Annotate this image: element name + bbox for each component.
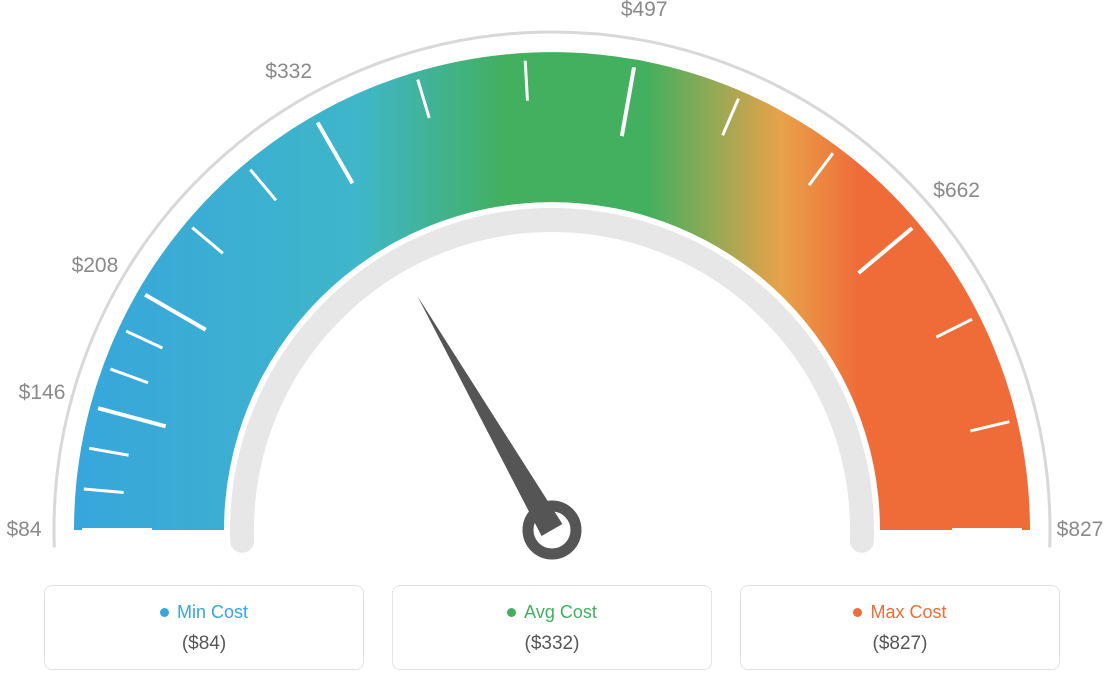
legend-dot-avg: [507, 608, 516, 617]
gauge-tick-label: $827: [1057, 518, 1104, 542]
legend-value-min: ($84): [55, 633, 353, 655]
gauge-tick-label: $332: [265, 60, 312, 84]
legend-card-avg: Avg Cost ($332): [392, 585, 712, 670]
gauge-tick-label: $84: [6, 518, 41, 542]
legend-label-avg: Avg Cost: [524, 602, 597, 623]
legend-card-max: Max Cost ($827): [740, 585, 1060, 670]
gauge-tick-label: $497: [621, 0, 668, 22]
legend-value-max: ($827): [751, 633, 1049, 655]
legend-label-min: Min Cost: [177, 602, 248, 623]
gauge-tick-label: $146: [19, 381, 66, 405]
gauge-svg: [0, 0, 1104, 560]
gauge-chart: $84 $146 $208 $332 $497 $662 $827: [0, 0, 1104, 560]
legend-title-max: Max Cost: [853, 602, 946, 623]
gauge-tick-label: $662: [933, 179, 980, 203]
legend-title-min: Min Cost: [160, 602, 248, 623]
legend-value-avg: ($332): [403, 633, 701, 655]
legend-dot-max: [853, 608, 862, 617]
legend-label-max: Max Cost: [870, 602, 946, 623]
legend-title-avg: Avg Cost: [507, 602, 597, 623]
gauge-tick-label: $208: [72, 254, 119, 278]
legend-dot-min: [160, 608, 169, 617]
cost-gauge-container: $84 $146 $208 $332 $497 $662 $827 Min Cost ($8…: [0, 0, 1104, 690]
legend-card-min: Min Cost ($84): [44, 585, 364, 670]
legend-row: Min Cost ($84) Avg Cost ($332) Max Cost …: [0, 585, 1104, 670]
